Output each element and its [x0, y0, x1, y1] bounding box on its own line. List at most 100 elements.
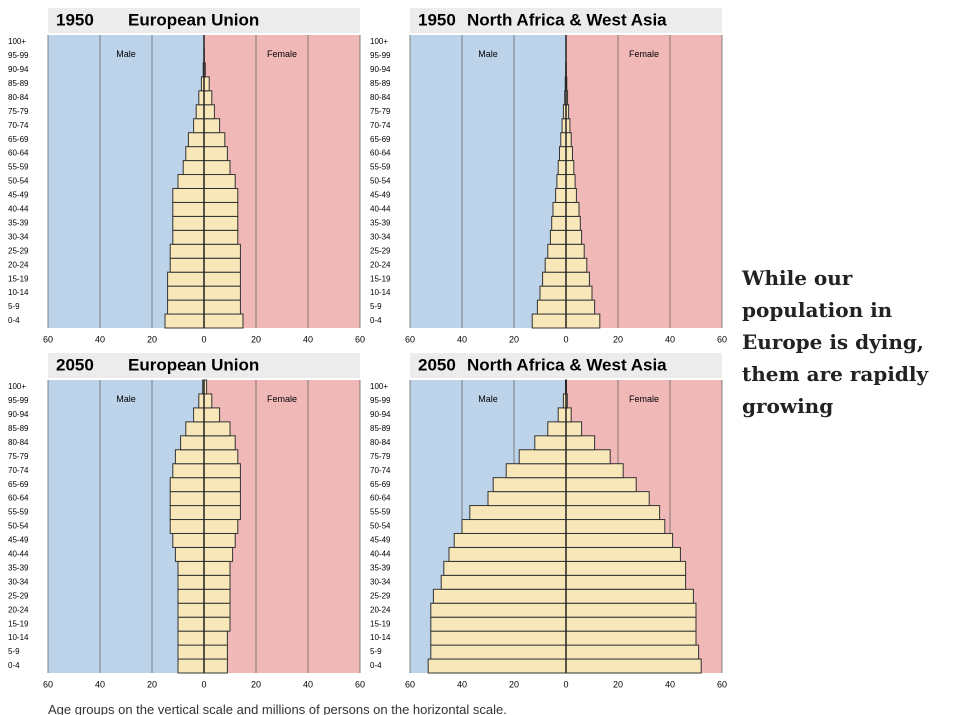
bar-male — [547, 421, 567, 437]
y-tick-label: 65-69 — [370, 480, 391, 489]
bar-male — [172, 215, 205, 231]
bar-male — [430, 602, 567, 618]
bar-male — [531, 313, 567, 329]
bar-female — [565, 299, 596, 315]
bar-female — [203, 313, 244, 329]
bar-female — [203, 393, 213, 409]
x-tick-label: 0 — [563, 334, 568, 344]
y-tick-label: 45-49 — [370, 191, 391, 200]
legend-entry: Female — [267, 49, 297, 59]
bar-female — [565, 201, 580, 217]
bar-male — [443, 560, 567, 576]
y-tick-label: 85-89 — [370, 79, 391, 88]
y-tick-label: 90-94 — [370, 65, 391, 74]
annotation-line: population in — [742, 298, 893, 322]
y-tick-label: 70-74 — [370, 466, 391, 475]
chart-header — [410, 8, 722, 33]
y-tick-label: 20-24 — [370, 260, 391, 269]
bar-female — [565, 602, 697, 618]
x-tick-label: 0 — [563, 679, 568, 689]
bar-male — [185, 146, 205, 162]
y-tick-label: 50-54 — [370, 522, 391, 531]
y-tick-label: 0-4 — [370, 316, 382, 325]
bar-male — [172, 463, 205, 479]
y-tick-label: 100+ — [8, 382, 26, 391]
bar-male — [453, 532, 567, 548]
bar-male — [534, 435, 567, 451]
y-tick-label: 100+ — [8, 37, 26, 46]
bar-female — [565, 491, 650, 507]
bar-female — [565, 229, 583, 245]
y-tick-label: 15-19 — [370, 274, 391, 283]
x-tick-label: 60 — [355, 334, 365, 344]
bar-female — [565, 644, 700, 660]
bar-female — [203, 285, 241, 301]
y-tick-label: 85-89 — [8, 79, 29, 88]
bar-male — [167, 285, 205, 301]
y-tick-label: 60-64 — [8, 149, 29, 158]
x-tick-label: 20 — [613, 334, 623, 344]
bar-male — [169, 491, 205, 507]
bar-male — [430, 616, 567, 632]
y-tick-label: 75-79 — [8, 452, 29, 461]
x-tick-label: 60 — [43, 679, 53, 689]
bar-female — [565, 519, 666, 534]
bar-male — [177, 658, 205, 674]
y-tick-label: 10-14 — [370, 288, 391, 297]
bar-male — [177, 588, 205, 604]
bar-female — [203, 201, 239, 217]
bar-female — [203, 602, 231, 618]
chart-title: European Union — [128, 355, 259, 374]
chart-header — [410, 353, 722, 378]
bar-male — [469, 505, 567, 521]
bar-male — [182, 160, 205, 176]
bar-male — [505, 463, 567, 479]
y-tick-label: 65-69 — [8, 135, 29, 144]
y-tick-label: 50-54 — [370, 177, 391, 186]
y-tick-label: 60-64 — [370, 149, 391, 158]
y-tick-label: 20-24 — [370, 605, 391, 614]
bar-female — [203, 449, 239, 465]
x-tick-label: 0 — [201, 679, 206, 689]
bar-male — [174, 449, 205, 465]
bar-female — [565, 313, 601, 329]
bar-male — [177, 574, 205, 590]
chart-year: 1950 — [56, 10, 94, 29]
y-tick-label: 30-34 — [8, 577, 29, 586]
bar-female — [203, 146, 228, 162]
bar-male — [187, 132, 205, 148]
y-tick-label: 80-84 — [370, 438, 391, 447]
bar-female — [203, 187, 239, 203]
y-tick-label: 65-69 — [8, 480, 29, 489]
x-tick-label: 20 — [509, 679, 519, 689]
y-tick-label: 0-4 — [370, 661, 382, 670]
bar-male — [169, 505, 205, 521]
bar-female — [203, 407, 221, 423]
bar-male — [195, 104, 205, 120]
bar-male — [177, 174, 205, 189]
bar-male — [542, 271, 567, 287]
bar-female — [565, 160, 575, 176]
legend-entry: Male — [116, 394, 136, 404]
bar-female — [203, 491, 241, 507]
y-tick-label: 30-34 — [8, 232, 29, 241]
y-tick-label: 75-79 — [370, 452, 391, 461]
y-tick-label: 5-9 — [8, 647, 20, 656]
bar-male — [167, 299, 205, 315]
y-tick-label: 35-39 — [370, 563, 391, 572]
y-tick-label: 75-79 — [8, 107, 29, 116]
bar-female — [203, 132, 226, 148]
y-tick-label: 25-29 — [8, 246, 29, 255]
y-tick-label: 30-34 — [370, 232, 391, 241]
bar-female — [565, 574, 687, 590]
bar-female — [203, 421, 231, 437]
y-tick-label: 15-19 — [370, 619, 391, 628]
male-region — [410, 35, 566, 328]
bar-female — [565, 146, 573, 162]
bar-male — [167, 271, 205, 287]
bar-male — [448, 546, 567, 562]
bar-male — [177, 616, 205, 632]
bar-female — [203, 104, 215, 120]
bar-female — [203, 616, 231, 632]
x-tick-label: 20 — [147, 334, 157, 344]
